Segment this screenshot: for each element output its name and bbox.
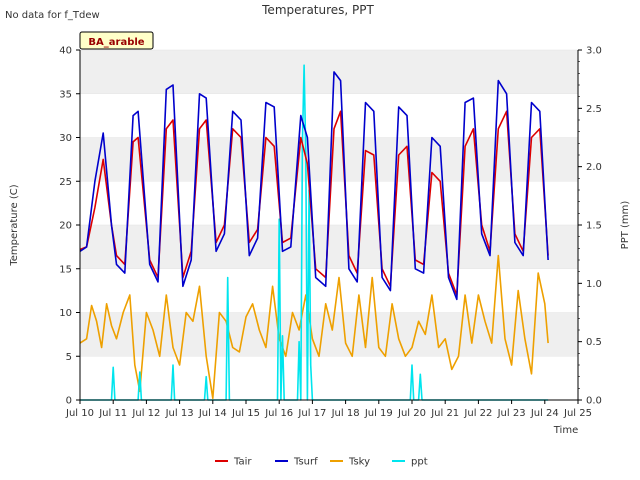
legend-label-tsurf: Tsurf	[293, 457, 318, 468]
y-tick-label-right: 2.0	[586, 162, 602, 173]
x-tick-label: Jul 17	[297, 408, 326, 419]
axes: Jul 10 Jul 11 Jul 12 Jul 13 Jul 14 Jul 15 Jul …	[59, 46, 602, 420]
series-line-tsky	[79, 254, 549, 400]
x-tick-label: Jul 25	[563, 408, 592, 419]
x-tick-label: Jul 15	[231, 408, 260, 419]
site-label: BA_arable	[88, 37, 144, 48]
x-tick-label: Jul 14	[198, 408, 227, 419]
no-data-note: No data for f_Tdew	[5, 10, 100, 21]
legend-label-tair: Tair	[233, 457, 252, 468]
y-tick-label-right: 3.0	[586, 46, 602, 57]
y-axis-label-left: Temperature (C)	[9, 184, 20, 266]
y-tick-label-left: 15	[59, 264, 72, 275]
x-tick-label: Jul 11	[98, 408, 127, 419]
y-tick-label-left: 30	[59, 133, 72, 144]
x-tick-label: Jul 12	[131, 408, 160, 419]
x-tick-label: Jul 10	[65, 408, 94, 419]
y-tick-label-right: 1.0	[586, 279, 602, 290]
y-tick-label-left: 0	[66, 396, 72, 407]
y-tick-label-right: 2.5	[586, 104, 602, 115]
x-tick-label: Jul 13	[165, 408, 194, 419]
site-label-box: BA_arable	[79, 31, 154, 50]
y-tick-label-right: 0.0	[586, 396, 602, 407]
legend-label-tsky: Tsky	[348, 457, 370, 468]
y-tick-label-left: 5	[66, 352, 72, 363]
y-tick-label-left: 25	[59, 177, 72, 188]
x-tick-label: Jul 18	[331, 408, 360, 419]
y-tick-label-left: 35	[59, 89, 72, 100]
y-tick-label-right: 1.5	[586, 221, 602, 232]
y-tick-label-left: 10	[59, 308, 72, 319]
x-tick-label: Jul 21	[430, 408, 459, 419]
grid-band	[80, 50, 578, 94]
y-tick-label-left: 40	[59, 46, 72, 57]
y-tick-label-left: 20	[59, 221, 72, 232]
x-tick-label: Jul 22	[463, 408, 492, 419]
x-tick-label: Jul 20	[397, 408, 426, 419]
series-line-tsurf	[79, 71, 549, 301]
grid-band	[80, 137, 578, 182]
y-axis-label-right: PPT (mm)	[620, 201, 631, 250]
x-tick-label: Jul 24	[530, 408, 559, 419]
chart-title: Temperatures, PPT	[261, 3, 374, 17]
x-tick-label: Jul 16	[264, 408, 293, 419]
legend-label-ppt: ppt	[411, 457, 428, 468]
x-tick-label: Jul 23	[497, 408, 526, 419]
y-tick-label-right: 0.5	[586, 337, 602, 348]
legend: Tair Tsurf Tsky ppt	[215, 457, 428, 468]
x-tick-label: Jul 19	[364, 408, 393, 419]
x-axis-label: Time	[553, 425, 578, 436]
